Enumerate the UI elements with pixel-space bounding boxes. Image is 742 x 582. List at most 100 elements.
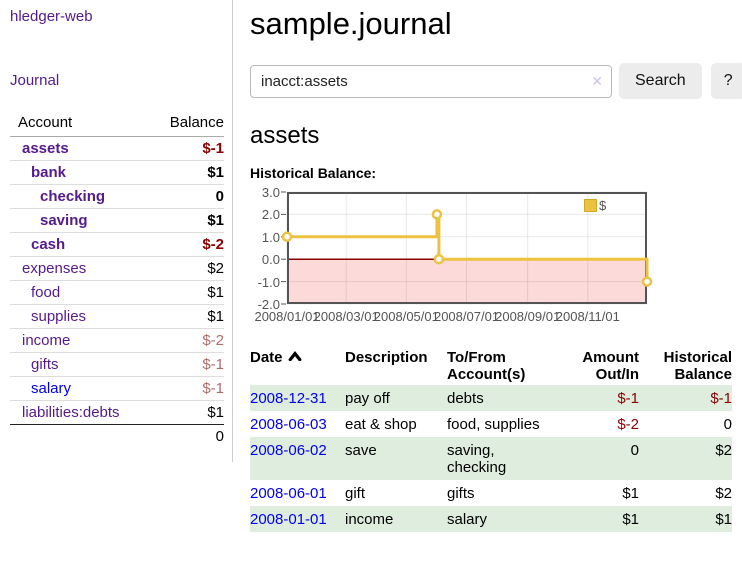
- total-spacer: [10, 424, 154, 448]
- register-description-cell: eat & shop: [345, 416, 417, 433]
- balance-chart: $ 3.0 2.0 1.0 0.0 -1.0 -2.0 2008/01/01 2008/03/…: [250, 185, 742, 326]
- register-row: 2008-06-02 save saving, checking 0 $2: [250, 437, 732, 480]
- legend-swatch-icon: [584, 199, 597, 212]
- accounts-table-body: assets $-1 bank $1 checking 0 saving $1 cash $-2 e…: [10, 137, 224, 425]
- register-account-cell: saving, checking: [447, 442, 507, 476]
- description-column-header: Description: [345, 349, 428, 366]
- register-balance-cell: $2: [715, 442, 732, 459]
- account-row: saving $1: [10, 208, 224, 233]
- transaction-date-link[interactable]: 2008-06-03: [250, 416, 327, 433]
- account-balance: $-2: [153, 328, 224, 353]
- app-title: hledger-web: [10, 8, 224, 26]
- chart-plot: [281, 191, 653, 305]
- register-row: 2008-06-01 gift gifts $1 $2: [250, 480, 732, 506]
- accounts-total-row: 0: [10, 424, 224, 448]
- account-link-assets[interactable]: assets: [22, 140, 69, 157]
- clear-search-icon[interactable]: ✕: [591, 72, 603, 89]
- account-name-cell: salary: [10, 376, 154, 401]
- account-name-cell: saving: [10, 208, 154, 233]
- x-axis-tick-label: 2008/01/01: [254, 309, 320, 324]
- register-date-cell: 2008-06-02: [250, 437, 345, 480]
- account-name-cell: income: [10, 328, 154, 353]
- transaction-date-link[interactable]: 2008-06-01: [250, 485, 327, 502]
- y-axis-tick-label: -2.0: [257, 297, 280, 312]
- transaction-date-link[interactable]: 2008-12-31: [250, 390, 327, 407]
- transaction-date-link[interactable]: 2008-06-02: [250, 442, 327, 459]
- account-heading: assets: [250, 122, 320, 149]
- register-amount-cell: $1: [622, 485, 639, 502]
- account-name-cell: gifts: [10, 352, 154, 377]
- register-row: 2008-12-31 pay off debts $-1 $-1: [250, 385, 732, 411]
- search-box: ✕: [250, 64, 612, 98]
- app-title-link[interactable]: hledger-web: [10, 8, 93, 25]
- account-balance: $-1: [153, 376, 224, 401]
- account-balance: $1: [153, 400, 224, 425]
- legend-label: $: [599, 198, 607, 213]
- register-account-cell: salary: [447, 511, 488, 528]
- account-balance: $1: [153, 208, 224, 233]
- account-link-liabilities-debts[interactable]: liabilities:debts: [22, 404, 120, 421]
- register-table: Date Description To/From Account(s) Amou…: [250, 347, 732, 532]
- account-link-food[interactable]: food: [31, 284, 61, 301]
- main-content: sample.journal ✕ Search ? assets Histori…: [233, 0, 742, 532]
- register-date-cell: 2008-06-03: [250, 411, 345, 437]
- account-balance: $1: [153, 280, 224, 305]
- register-account-cell: food, supplies: [447, 416, 540, 433]
- account-link-expenses[interactable]: expenses: [22, 260, 87, 277]
- page-title: sample.journal: [250, 6, 452, 41]
- account-name-cell: liabilities:debts: [10, 400, 154, 425]
- search-button[interactable]: Search: [619, 63, 702, 99]
- search-input[interactable]: [250, 64, 612, 98]
- balance-column-header: Balance: [153, 111, 224, 137]
- account-row: income $-2: [10, 328, 224, 353]
- account-row: cash $-2: [10, 232, 224, 257]
- account-name-cell: checking: [10, 184, 154, 209]
- account-link-saving[interactable]: saving: [40, 212, 88, 229]
- y-axis-tick-label: 2.0: [261, 207, 280, 223]
- account-link-supplies[interactable]: supplies: [31, 308, 87, 325]
- account-row: salary $-1: [10, 376, 224, 401]
- account-name-cell: cash: [10, 232, 154, 257]
- register-description-cell: gift: [345, 485, 366, 502]
- register-description-cell: pay off: [345, 390, 390, 407]
- account-link-cash[interactable]: cash: [31, 236, 66, 253]
- account-name-cell: assets: [10, 137, 153, 161]
- x-axis-tick-label: 2008/11/01: [555, 309, 620, 324]
- account-row: bank $1: [10, 160, 224, 185]
- help-button[interactable]: ?: [710, 63, 742, 99]
- account-link-bank[interactable]: bank: [31, 164, 67, 181]
- account-row: liabilities:debts $1: [10, 400, 224, 425]
- date-column-header[interactable]: Date: [250, 347, 345, 385]
- register-balance-cell: 0: [723, 416, 732, 433]
- accounts-header-row: Account Balance: [10, 111, 224, 137]
- register-row: 2008-06-03 eat & shop food, supplies $-2 0: [250, 411, 732, 437]
- journal-link[interactable]: Journal: [10, 72, 60, 89]
- transaction-date-link[interactable]: 2008-01-01: [250, 511, 327, 528]
- account-row: food $1: [10, 280, 224, 305]
- register-date-cell: 2008-06-01: [250, 480, 345, 506]
- register-description-cell: income: [345, 511, 394, 528]
- amount-column-header: Amount Out/In: [582, 349, 639, 383]
- sort-ascending-icon: [288, 351, 301, 362]
- chart-title: Historical Balance:: [250, 165, 377, 181]
- account-balance: 0: [153, 184, 224, 209]
- register-account-cell: debts: [447, 390, 484, 407]
- account-row: assets $-1: [10, 137, 224, 161]
- account-link-income[interactable]: income: [22, 332, 71, 349]
- account-column-header-register: To/From Account(s): [447, 349, 526, 383]
- x-axis-tick-label: 2008/05/01: [373, 309, 439, 324]
- register-table-body: 2008-12-31 pay off debts $-1 $-1 2008-06-03 ea…: [250, 385, 732, 532]
- register-description-cell: save: [345, 442, 377, 459]
- x-axis-tick-label: 2008/03/01: [313, 309, 379, 324]
- register-date-cell: 2008-01-01: [250, 506, 345, 532]
- account-link-gifts[interactable]: gifts: [31, 356, 59, 373]
- register-balance-cell: $1: [715, 511, 732, 528]
- account-link-checking[interactable]: checking: [40, 188, 106, 205]
- nav-journal: Journal: [10, 72, 224, 90]
- app: hledger-web Journal Account Balance asse…: [10, 0, 742, 532]
- y-axis-tick-label: 1.0: [261, 229, 280, 245]
- account-link-salary[interactable]: salary: [31, 380, 72, 397]
- register-account-cell: gifts: [447, 485, 475, 502]
- x-axis-tick-label: 2008/07/01: [433, 309, 500, 324]
- accounts-table: Account Balance assets $-1 bank $1 checking 0…: [10, 111, 224, 448]
